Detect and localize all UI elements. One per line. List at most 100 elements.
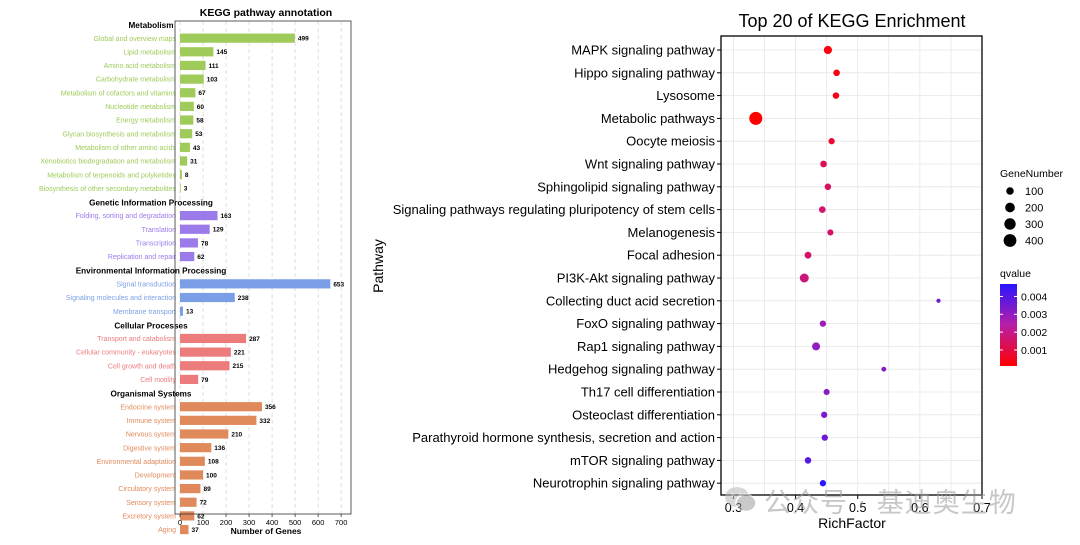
pathway-label-rap1-signaling-pathway: Rap1 signaling pathway: [577, 339, 716, 354]
bar-environmental-adaptation: [180, 456, 205, 466]
category-label-endocrine-system: Endocrine system: [120, 404, 176, 411]
bar-value-label: 72: [200, 500, 208, 507]
bar-value-label: 356: [265, 404, 276, 411]
gene-number-legend-key: [1004, 218, 1016, 230]
category-label-energy-metabolism: Energy metabolism: [116, 118, 176, 125]
category-label-metabolism-of-other-amino-acids: Metabolism of other amino acids: [75, 145, 176, 152]
qvalue-legend: qvalue 0.004 0.003 0.002 0.001: [1000, 268, 1047, 366]
category-label-folding-sorting-and-degradation: Folding, sorting and degradation: [76, 213, 177, 220]
bar-cell-motility: [180, 374, 199, 384]
qvalue-legend-label: 0.004: [1021, 291, 1047, 303]
bar-digestive-system: [180, 443, 212, 453]
annotation-x-tick-label: 0: [178, 518, 182, 527]
bar-value-label: 78: [201, 240, 209, 247]
annotation-x-axis-label: Number of Genes: [231, 526, 302, 536]
annotation-x-tick-label: 100: [197, 518, 210, 527]
bar-folding-sorting-and-degradation: [180, 211, 218, 221]
point-neurotrophin-signaling-pathway: [819, 480, 827, 487]
bar-carbohydrate-metabolism: [180, 74, 204, 84]
bar-value-label: 13: [186, 309, 194, 316]
category-label-transcription: Transcription: [136, 241, 176, 248]
enrichment-x-tick-label: 0.7: [973, 501, 990, 515]
pathway-label-mtor-signaling-pathway: mTOR signaling pathway: [570, 453, 715, 468]
category-label-nervous-system: Nervous system: [126, 432, 176, 439]
category-label-cellular-community-eukaryotes: Cellular community - eukaryotes: [76, 350, 176, 357]
bar-signal-transduction: [180, 279, 331, 289]
category-label-excretory-system: Excretory system: [122, 514, 176, 521]
point-mapk-signaling-pathway: [823, 45, 833, 55]
pathway-label-melanogenesis: Melanogenesis: [628, 225, 716, 240]
bar-value-label: 129: [213, 227, 224, 234]
point-metabolic-pathways: [749, 111, 763, 125]
bar-value-label: 58: [196, 117, 204, 124]
category-label-transport-and-catabolism: Transport and catabolism: [97, 336, 176, 343]
bar-value-label: 60: [197, 104, 205, 111]
point-sphingolipid-signaling-pathway: [824, 183, 832, 191]
annotation-x-tick-label: 600: [312, 518, 325, 527]
category-label-immune-system: Immune system: [127, 418, 177, 425]
point-melanogenesis: [827, 229, 834, 236]
bar-value-label: 238: [238, 295, 249, 302]
bar-value-label: 37: [192, 527, 200, 534]
enrichment-x-tick-label: 0.4: [787, 501, 804, 515]
enrichment-x-tick-label: 0.5: [849, 501, 866, 515]
pathway-label-th17-cell-differentiation: Th17 cell differentiation: [581, 385, 715, 400]
pathway-label-signaling-pathways-regulating-pluripotency-of-stem-cells: Signaling pathways regulating pluripoten…: [393, 202, 716, 217]
gene-number-legend: GeneNumber 100 200 300 400: [1000, 168, 1064, 248]
pathway-label-metabolic-pathways: Metabolic pathways: [601, 111, 716, 126]
enrichment-chart-title: Top 20 of KEGG Enrichment: [738, 11, 965, 31]
category-label-environmental-adaptation: Environmental adaptation: [97, 459, 176, 466]
gene-number-legend-label: 300: [1025, 219, 1043, 231]
bar-global-and-overview-maps: [180, 33, 295, 43]
bar-metabolism-of-other-amino-acids: [180, 142, 190, 152]
pathway-label-mapk-signaling-pathway: MAPK signaling pathway: [571, 43, 715, 58]
bar-glycan-biosynthesis-and-metabolism: [180, 129, 193, 139]
bar-value-label: 100: [206, 472, 217, 479]
watermark-text: 公众号 · 基迪奥生物: [764, 487, 1017, 519]
group-header-metabolism: Metabolism: [128, 21, 173, 30]
point-hedgehog-signaling-pathway: [881, 366, 887, 372]
bar-sensory-system: [180, 497, 197, 507]
qvalue-legend-title: qvalue: [1000, 268, 1031, 280]
pathway-label-pi3k-akt-signaling-pathway: PI3K-Akt signaling pathway: [557, 271, 716, 286]
kegg-annotation-chart: KEGG pathway annotation Metabolism Global…: [39, 7, 352, 536]
category-label-glycan-biosynthesis-and-metabolism: Glycan biosynthesis and metabolism: [62, 131, 176, 138]
point-oocyte-meiosis: [828, 138, 835, 145]
bar-value-label: 210: [231, 431, 242, 438]
bar-translation: [180, 224, 210, 234]
point-signaling-pathways-regulating-pluripotency-of-stem-cells: [818, 206, 826, 213]
bar-value-label: 62: [197, 254, 205, 261]
bar-value-label: 8: [185, 172, 189, 179]
wechat-icon: [725, 487, 757, 513]
annotation-chart-title: KEGG pathway annotation: [200, 7, 332, 19]
bar-lipid-metabolism: [180, 47, 214, 57]
bar-circulatory-system: [180, 484, 201, 494]
point-hippo-signaling-pathway: [833, 69, 840, 77]
bar-value-label: 111: [209, 63, 220, 70]
annotation-x-tick-label: 400: [266, 518, 279, 527]
bar-value-label: 108: [208, 459, 219, 466]
category-label-translation: Translation: [142, 227, 176, 234]
bar-amino-acid-metabolism: [180, 60, 206, 71]
pathway-label-focal-adhesion: Focal adhesion: [627, 248, 715, 263]
enrichment-plot-background: [721, 36, 982, 495]
bar-value-label: 287: [249, 336, 260, 343]
bar-value-label: 221: [234, 350, 245, 357]
bar-value-label: 79: [201, 377, 209, 384]
category-label-metabolism-of-terpenoids-and-polyketides: Metabolism of terpenoids and polyketides: [47, 172, 176, 179]
bar-transcription: [180, 238, 198, 248]
gene-number-legend-label: 100: [1025, 186, 1043, 198]
bar-value-label: 136: [214, 445, 225, 452]
bar-value-label: 31: [190, 158, 198, 165]
category-label-lipid-metabolism: Lipid metabolism: [123, 49, 176, 56]
category-label-xenobiotics-biodegradation-and-metabolism: Xenobiotics biodegradation and metabolis…: [40, 159, 176, 166]
qvalue-legend-label: 0.002: [1021, 327, 1047, 339]
bar-signaling-molecules-and-interaction: [180, 292, 235, 303]
bar-value-label: 89: [203, 486, 211, 493]
category-label-circulatory-system: Circulatory system: [118, 486, 176, 493]
annotation-plot-frame: [174, 20, 352, 515]
gene-number-legend-key: [1006, 187, 1014, 195]
group-header-environmental-information-processing: Environmental Information Processing: [76, 267, 227, 276]
enrichment-y-axis-label: Pathway: [370, 239, 386, 293]
watermark: 公众号 · 基迪奥生物: [724, 482, 1017, 519]
